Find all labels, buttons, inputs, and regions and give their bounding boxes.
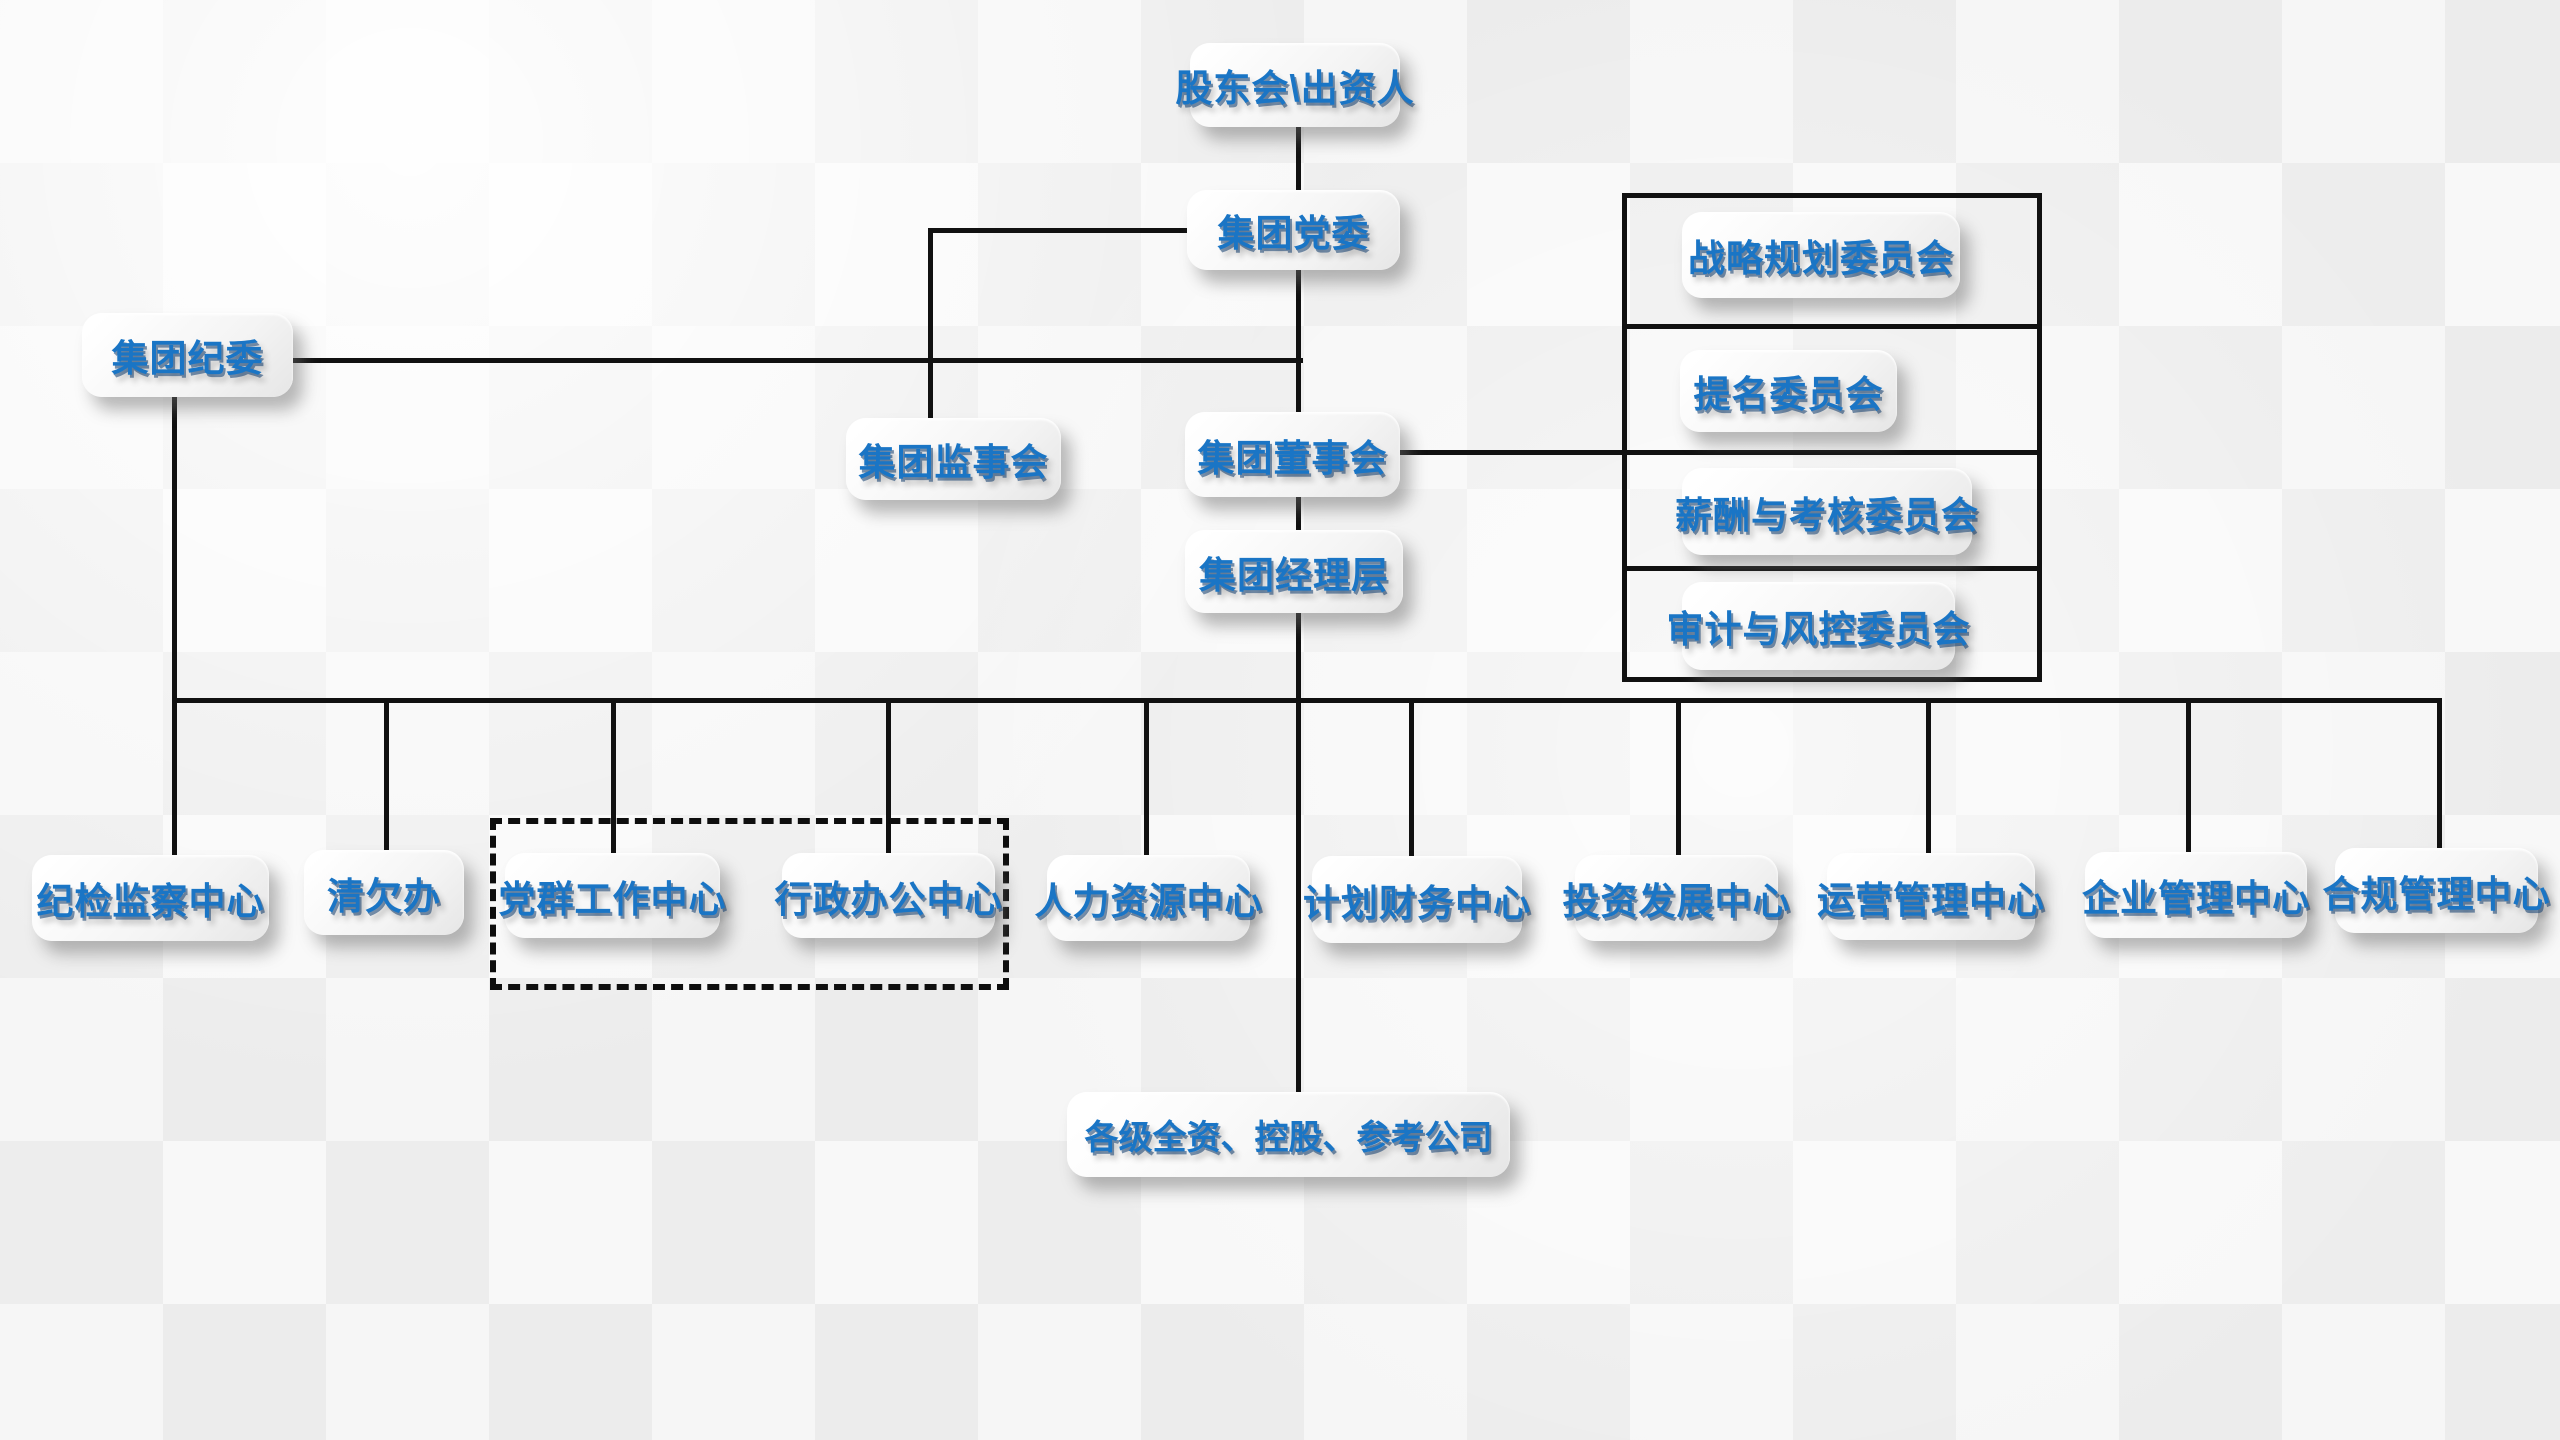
- node-group-management-team: 集团经理层: [1185, 530, 1403, 613]
- node-shareholders: 股东会\出资人: [1175, 43, 1414, 127]
- node-group-discipline-committee: 集团纪委: [82, 313, 293, 397]
- node-planning-finance-center: 计划财务中心: [1303, 856, 1530, 943]
- connector-drop-planning-finance: [1409, 698, 1414, 856]
- node-compensation-assessment-committee: 薪酬与考核委员会: [1675, 468, 1978, 555]
- node-debt-clearing-office: 清欠办: [304, 850, 464, 935]
- connector-party-to-board: [1296, 270, 1301, 412]
- connector-management-to-subsidiaries: [1296, 613, 1301, 1092]
- node-compliance-management-center: 合规管理中心: [2323, 848, 2550, 933]
- connector-board-to-management: [1296, 497, 1301, 530]
- node-party-mass-work-center: 党群工作中心: [499, 853, 726, 938]
- connector-drop-hr: [1144, 698, 1149, 855]
- committees-panel: [1622, 193, 2042, 682]
- node-group-party-committee: 集团党委: [1187, 190, 1400, 270]
- committees-panel-divider-1: [1622, 324, 2042, 329]
- committees-panel-divider-3: [1622, 566, 2042, 571]
- node-strategic-planning-committee: 战略规划委员会: [1682, 212, 1960, 298]
- connector-drop-investment: [1676, 698, 1681, 855]
- node-human-resources-center: 人力资源中心: [1035, 855, 1262, 941]
- connector-shareholders-to-party: [1296, 127, 1301, 190]
- connector-drop-operations: [1926, 698, 1931, 853]
- node-audit-risk-control-committee: 审计与风控委员会: [1667, 582, 1970, 670]
- connector-discipline-to-inspection-center: [172, 397, 177, 855]
- node-investment-development-center: 投资发展中心: [1563, 855, 1790, 941]
- node-subsidiaries: 各级全资、控股、参考公司: [1067, 1092, 1510, 1177]
- connector-drop-enterprise: [2186, 698, 2191, 852]
- connector-drop-admin-office: [886, 698, 891, 853]
- connector-drop-party-mass: [611, 698, 616, 853]
- node-discipline-inspection-center: 纪检监察中心: [32, 855, 269, 941]
- node-enterprise-management-center: 企业管理中心: [2082, 852, 2309, 938]
- committees-panel-divider-2: [1622, 450, 2042, 455]
- connector-discipline-to-trunk: [293, 358, 1303, 363]
- connector-departments-bus: [174, 698, 2442, 703]
- connector-party-branch-horizontal: [930, 228, 1187, 233]
- connector-drop-debt-clearing: [384, 698, 389, 850]
- node-nomination-committee: 提名委员会: [1680, 350, 1897, 432]
- connector-party-to-supervisory: [928, 228, 933, 418]
- node-group-supervisory-board: 集团监事会: [846, 418, 1061, 500]
- node-operations-management-center: 运营管理中心: [1817, 853, 2044, 940]
- node-group-board-of-directors: 集团董事会: [1185, 412, 1400, 497]
- connector-drop-compliance: [2437, 698, 2442, 848]
- dashed-group-outline: [490, 818, 1009, 990]
- node-administrative-office-center: 行政办公中心: [775, 853, 1002, 938]
- connector-board-to-committees-panel: [1400, 450, 1622, 455]
